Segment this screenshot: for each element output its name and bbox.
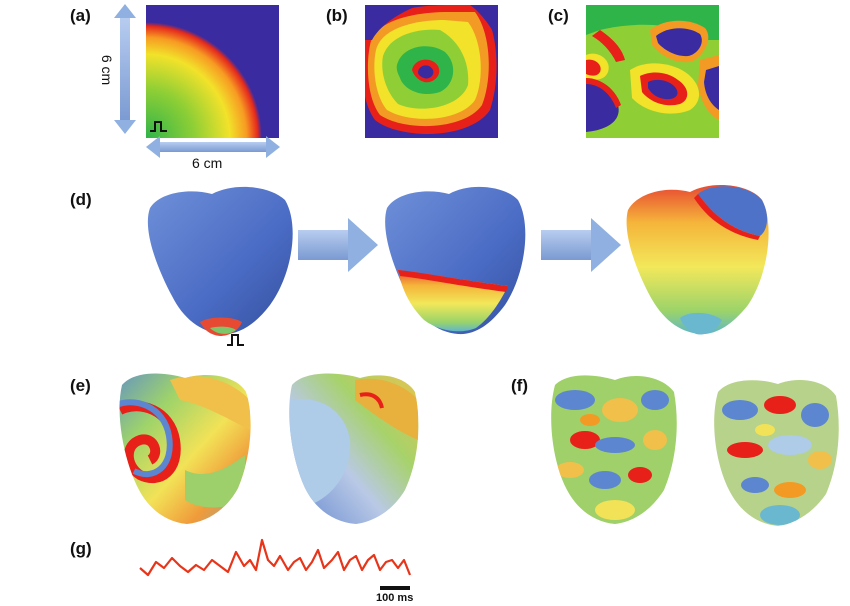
heart-e1 xyxy=(119,373,251,524)
arrow-right-2 xyxy=(541,218,621,272)
panel-a-simulation xyxy=(114,4,280,158)
heart-e2 xyxy=(289,373,419,524)
panel-b-spiral-wave xyxy=(365,5,498,138)
scale-bar xyxy=(380,586,410,590)
stimulus-pulse-icon-heart xyxy=(227,334,244,346)
scale-bar-label: 100 ms xyxy=(376,592,414,604)
arrow-right-1 xyxy=(298,218,378,272)
panel-g-ecg-trace xyxy=(139,538,412,590)
stimulus-pulse-icon xyxy=(150,121,167,132)
panel-label-a: (a) xyxy=(70,6,91,25)
heart-d3 xyxy=(626,185,769,335)
panel-c-wave-breakup xyxy=(586,5,719,138)
heart-d1 xyxy=(147,186,293,346)
panel-label-g: (g) xyxy=(70,539,92,558)
width-dimension-label: 6 cm xyxy=(192,155,223,171)
horizontal-dimension-arrow xyxy=(146,136,280,158)
panel-f-fibrillation-hearts xyxy=(551,375,839,526)
panel-label-b: (b) xyxy=(326,6,348,25)
heart-d2 xyxy=(385,186,526,335)
heart-f2 xyxy=(714,380,839,526)
heart-f1 xyxy=(551,375,677,524)
panel-label-e: (e) xyxy=(70,376,91,395)
vertical-dimension-arrow xyxy=(114,4,136,134)
panel-label-c: (c) xyxy=(548,6,569,25)
panel-label-d: (d) xyxy=(70,190,92,209)
panel-a-tissue-square xyxy=(146,5,279,138)
ecg-trace-line xyxy=(139,538,412,577)
panel-d-heart-activation-sequence xyxy=(147,185,769,346)
height-dimension-label: 6 cm xyxy=(99,54,115,86)
panel-label-f: (f) xyxy=(511,376,528,395)
panel-e-reentry-hearts xyxy=(119,373,419,524)
